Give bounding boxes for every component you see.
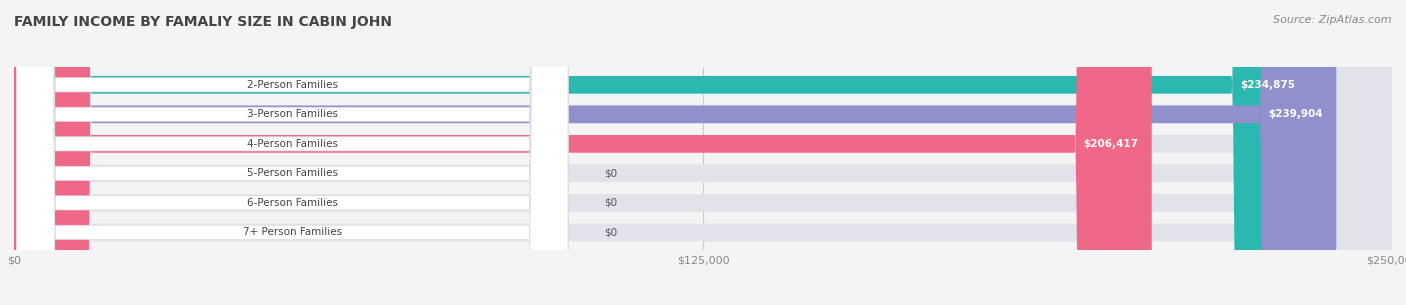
FancyBboxPatch shape [14, 0, 1392, 305]
Text: 7+ Person Families: 7+ Person Families [243, 228, 342, 237]
Text: Source: ZipAtlas.com: Source: ZipAtlas.com [1274, 15, 1392, 25]
Text: $0: $0 [603, 228, 617, 237]
Text: $0: $0 [603, 198, 617, 208]
FancyBboxPatch shape [14, 0, 1309, 305]
Text: FAMILY INCOME BY FAMALIY SIZE IN CABIN JOHN: FAMILY INCOME BY FAMALIY SIZE IN CABIN J… [14, 15, 392, 29]
FancyBboxPatch shape [17, 0, 568, 305]
Text: 3-Person Families: 3-Person Families [247, 109, 337, 119]
Text: $0: $0 [603, 168, 617, 178]
FancyBboxPatch shape [14, 0, 1336, 305]
FancyBboxPatch shape [14, 0, 1392, 305]
Text: 5-Person Families: 5-Person Families [247, 168, 337, 178]
FancyBboxPatch shape [17, 0, 568, 305]
FancyBboxPatch shape [14, 0, 1392, 305]
FancyBboxPatch shape [17, 0, 568, 305]
Text: 4-Person Families: 4-Person Families [247, 139, 337, 149]
FancyBboxPatch shape [14, 0, 1392, 305]
FancyBboxPatch shape [17, 0, 568, 305]
FancyBboxPatch shape [14, 0, 1392, 305]
Text: $239,904: $239,904 [1268, 109, 1323, 119]
FancyBboxPatch shape [14, 0, 1152, 305]
FancyBboxPatch shape [17, 0, 568, 305]
Text: 6-Person Families: 6-Person Families [247, 198, 337, 208]
FancyBboxPatch shape [14, 0, 1392, 305]
FancyBboxPatch shape [17, 0, 568, 305]
Text: 2-Person Families: 2-Person Families [247, 80, 337, 90]
Text: $234,875: $234,875 [1240, 80, 1295, 90]
Text: $206,417: $206,417 [1083, 139, 1137, 149]
